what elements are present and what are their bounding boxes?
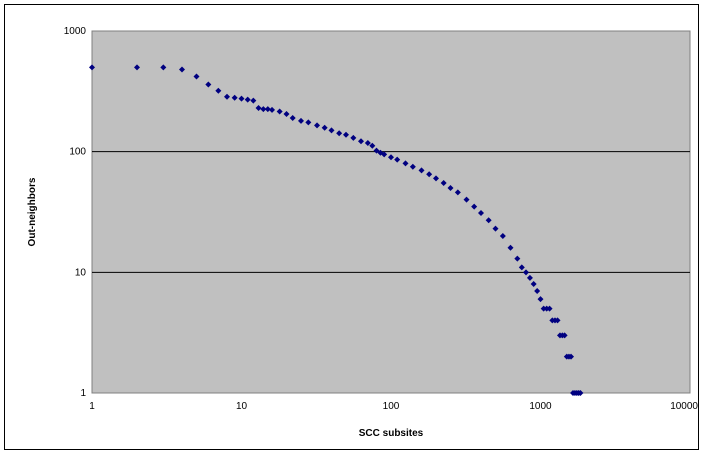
- data-point: [224, 93, 231, 100]
- data-point: [561, 332, 568, 339]
- data-point: [471, 203, 478, 210]
- data-point: [577, 390, 584, 396]
- data-point: [336, 130, 343, 137]
- data-point: [350, 134, 357, 141]
- y-tick-label-3: 1000: [64, 26, 87, 37]
- y-axis-title: Out-neighbors: [27, 177, 38, 246]
- data-point: [160, 64, 167, 71]
- x-tick-label-1: 10: [236, 401, 248, 412]
- data-point: [388, 154, 394, 161]
- data-point: [289, 115, 296, 122]
- data-point: [358, 138, 365, 145]
- y-tick-label-2: 100: [69, 147, 86, 158]
- data-point: [534, 288, 541, 295]
- data-point: [381, 151, 388, 158]
- data-point: [507, 244, 514, 251]
- data-point: [433, 175, 440, 182]
- data-point: [447, 184, 454, 191]
- data-point: [250, 97, 257, 104]
- data-point: [297, 117, 304, 124]
- data-point: [89, 64, 95, 71]
- data-point: [369, 142, 376, 149]
- data-point: [394, 156, 401, 163]
- x-tick-label-3: 1000: [529, 401, 552, 412]
- data-point: [418, 167, 425, 174]
- data-point: [364, 139, 371, 146]
- x-tick-labels: 1 10 100 1000 10000: [89, 401, 698, 412]
- data-point: [568, 353, 575, 360]
- plot-area: [91, 30, 691, 394]
- data-point: [546, 305, 553, 312]
- data-point: [409, 163, 416, 170]
- data-point: [193, 73, 200, 80]
- y-tick-labels: 1 10 100 1000: [64, 26, 87, 399]
- data-point: [321, 124, 328, 131]
- data-point: [231, 94, 238, 101]
- y-tick-label-1: 10: [75, 267, 87, 278]
- data-point: [537, 296, 544, 303]
- data-point: [518, 264, 525, 271]
- data-point: [215, 87, 222, 94]
- data-point: [134, 64, 141, 71]
- data-points: [89, 64, 584, 396]
- data-point: [485, 217, 492, 224]
- x-tick-label-4: 10000: [670, 401, 698, 412]
- data-point: [454, 189, 461, 196]
- gridlines: [92, 151, 690, 273]
- data-point: [342, 131, 349, 138]
- data-point: [305, 119, 312, 126]
- data-point: [440, 179, 447, 186]
- y-tick-label-0: 1: [80, 388, 86, 399]
- data-point: [255, 105, 262, 112]
- data-point: [264, 106, 271, 113]
- data-point: [260, 106, 267, 113]
- data-point: [478, 210, 485, 217]
- data-point: [179, 66, 186, 73]
- data-point: [373, 147, 380, 154]
- data-point: [526, 274, 533, 281]
- data-point: [314, 122, 321, 129]
- data-point: [499, 233, 506, 240]
- data-point: [283, 111, 290, 118]
- x-tick-label-2: 100: [383, 401, 400, 412]
- data-point: [523, 269, 530, 276]
- data-point: [238, 95, 245, 102]
- data-point: [426, 171, 433, 178]
- data-point: [492, 225, 499, 232]
- data-point: [244, 96, 251, 103]
- data-point: [276, 108, 283, 115]
- data-point: [540, 305, 547, 312]
- chart-frame: 1 10 100 1000 1 10 100 1000 10000 SCC subsites …: [4, 4, 699, 450]
- data-point: [514, 255, 521, 262]
- data-point: [328, 127, 335, 134]
- x-tick-label-0: 1: [89, 401, 95, 412]
- data-point: [554, 317, 561, 324]
- x-axis-title: SCC subsites: [359, 428, 424, 439]
- data-point: [269, 106, 276, 113]
- data-point: [205, 81, 212, 88]
- data-point: [402, 160, 409, 167]
- data-point: [463, 196, 470, 203]
- data-point: [530, 281, 537, 288]
